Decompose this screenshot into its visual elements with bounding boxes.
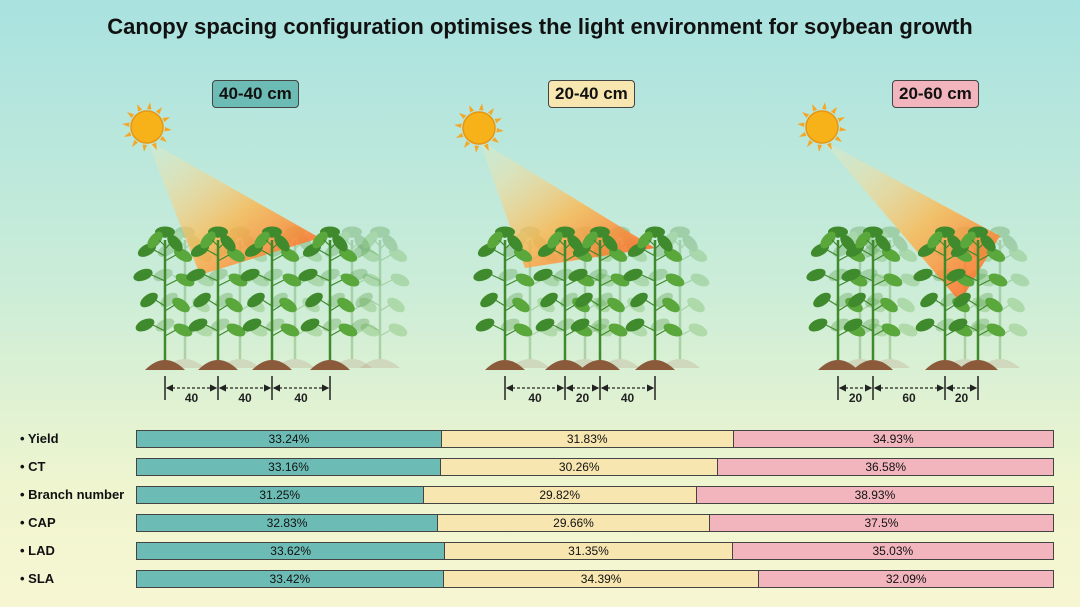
soybean-plant-icon [240, 226, 302, 370]
bar-segment-1: 33.42% [136, 570, 444, 588]
metric-bar-row: 33.24% 31.83% 34.93% [136, 430, 1056, 448]
bar-segment-2: 31.35% [444, 542, 733, 560]
soil-mound-icon [853, 360, 893, 370]
spacing-label: 20 [576, 391, 590, 405]
soybean-plant-icon [623, 226, 685, 370]
bar-segment-3: 37.5% [708, 514, 1054, 532]
bar-segment-3: 34.93% [732, 430, 1054, 448]
soybean-plant-icon [320, 226, 382, 368]
soil-mound-icon [252, 360, 292, 370]
soil-mound-icon [580, 360, 620, 370]
light-beam [822, 140, 1000, 302]
soil-mound-icon [145, 360, 185, 370]
soil-mound-icon [310, 360, 350, 370]
metric-label: • Branch number [20, 487, 125, 502]
soil-mound-icon [818, 360, 858, 370]
config-tag-1: 40-40 cm [212, 80, 299, 108]
sun-icon [122, 102, 172, 152]
spacing-label: 40 [185, 391, 199, 405]
spacing-label: 40 [238, 391, 252, 405]
soil-mound-icon [545, 360, 585, 370]
config-tag-2: 20-40 cm [548, 80, 635, 108]
spacing-label: 60 [902, 391, 916, 405]
bar-segment-1: 33.16% [136, 458, 442, 476]
soybean-plant-icon [946, 226, 1008, 370]
page-title: Canopy spacing configuration optimises t… [107, 14, 973, 39]
bar-segment-1: 33.24% [136, 430, 442, 448]
canopy-illustration: 40 40 40 40 20 40 20 60 20 [122, 102, 1030, 405]
soil-mound-icon [198, 360, 238, 370]
soil-mound-icon [485, 360, 525, 370]
soybean-plant-icon [473, 226, 535, 370]
spacing-label: 20 [955, 391, 969, 405]
spacing-dimensions-2: 40 20 40 [504, 376, 656, 405]
metric-bar-row: 33.62% 31.35% 35.03% [136, 542, 1056, 560]
soil-mound-icon [925, 360, 965, 370]
soybean-plant-icon [186, 226, 248, 370]
spacing-label: 40 [294, 391, 308, 405]
panel-1: 40 40 40 [122, 102, 410, 405]
metric-label: • CAP [20, 515, 56, 530]
metric-label: • LAD [20, 543, 55, 558]
bar-segment-2: 29.66% [437, 514, 710, 532]
config-tag-3: 20-60 cm [892, 80, 979, 108]
bar-segment-1: 31.25% [136, 486, 424, 504]
soybean-plant-icon [568, 226, 630, 370]
bar-segment-2: 34.39% [442, 570, 760, 588]
spacing-dimensions-3: 20 60 20 [837, 376, 979, 405]
spacing-label: 20 [849, 391, 863, 405]
bar-segment-3: 38.93% [695, 486, 1054, 504]
bar-segment-3: 36.58% [717, 458, 1054, 476]
bar-segment-1: 33.62% [136, 542, 446, 560]
bar-segment-1: 32.83% [136, 514, 439, 532]
soybean-plant-icon [298, 226, 360, 370]
bar-segment-3: 35.03% [731, 542, 1054, 560]
metric-label: • Yield [20, 431, 59, 446]
soybean-plant-icon [841, 226, 903, 370]
panel-2: 40 20 40 [454, 103, 710, 405]
bar-segment-2: 29.82% [422, 486, 697, 504]
metric-bar-row: 32.83% 29.66% 37.5% [136, 514, 1056, 532]
metric-bar-row: 33.16% 30.26% 36.58% [136, 458, 1056, 476]
spacing-label: 40 [528, 391, 542, 405]
metric-label: • SLA [20, 571, 55, 586]
soil-mound-icon [958, 360, 998, 370]
soybean-plant-icon [913, 226, 975, 370]
sun-icon [454, 103, 504, 153]
bar-segment-2: 30.26% [440, 458, 719, 476]
metric-bar-row: 31.25% 29.82% 38.93% [136, 486, 1056, 504]
spacing-label: 40 [621, 391, 635, 405]
spacing-dimensions-1: 40 40 40 [164, 376, 331, 405]
bar-segment-3: 32.09% [758, 570, 1054, 588]
metric-bar-row: 33.42% 34.39% 32.09% [136, 570, 1056, 588]
light-beam [479, 140, 655, 268]
panel-3: 20 60 20 [797, 102, 1030, 405]
soil-mound-icon [635, 360, 675, 370]
soybean-plant-icon [348, 226, 410, 368]
soybean-plant-icon [133, 226, 195, 370]
metric-label: • CT [20, 459, 46, 474]
sun-icon [797, 102, 847, 152]
bar-segment-2: 31.83% [440, 430, 734, 448]
